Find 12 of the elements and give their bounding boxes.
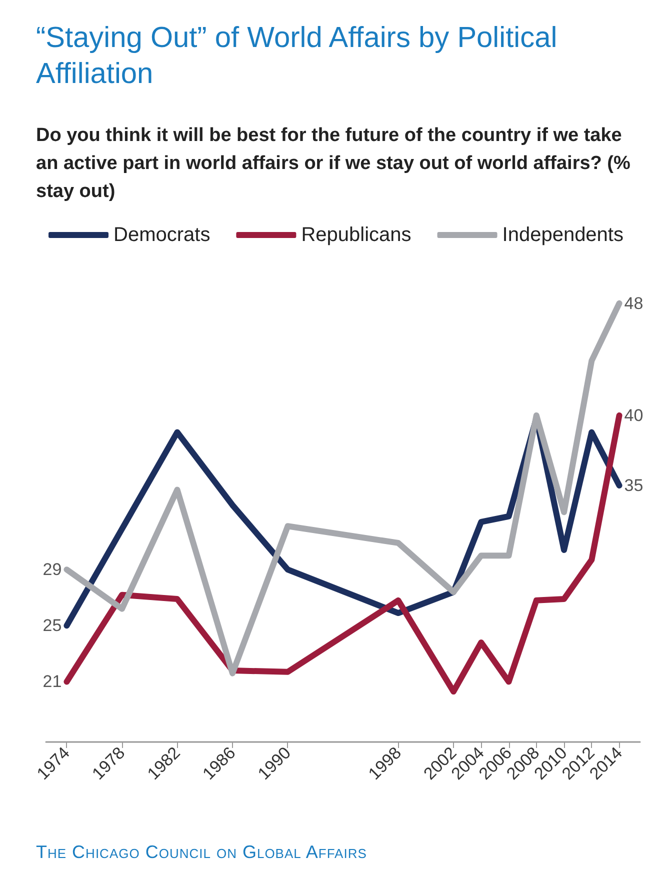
data-label: 35 (624, 476, 644, 495)
data-label: 40 (624, 406, 644, 425)
legend-label: Democrats (114, 224, 210, 246)
data-label: 21 (42, 672, 62, 692)
text: The Chicago Council on Global Affairs (36, 842, 367, 863)
legend-label: Independents (502, 224, 624, 246)
data-label: 25 (42, 616, 62, 636)
legend-label: Republicans (301, 224, 412, 246)
data-label: 48 (624, 294, 644, 313)
chart-title: “Staying Out” of World Affairs by Political Affiliation (36, 21, 558, 92)
chart-subtitle: Do you think it will be best for the future of the country if we take an active part in world affairs or if we stay out of world affairs? (% stay out) (36, 124, 632, 204)
data-label: 29 (42, 560, 62, 580)
